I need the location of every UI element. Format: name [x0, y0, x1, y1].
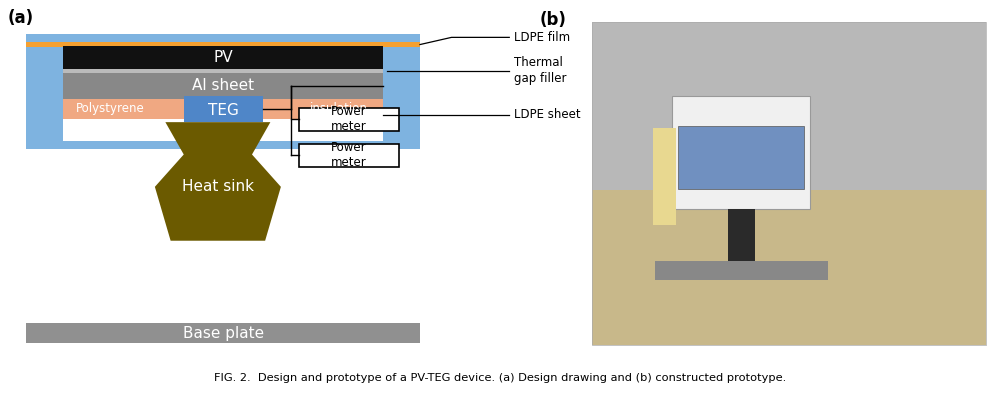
- FancyBboxPatch shape: [672, 96, 810, 209]
- Text: (b): (b): [539, 11, 566, 29]
- Text: FIG. 2.  Design and prototype of a PV-TEG device. (a) Design drawing and (b) con: FIG. 2. Design and prototype of a PV-TEG…: [214, 373, 786, 383]
- FancyBboxPatch shape: [678, 127, 804, 189]
- FancyBboxPatch shape: [63, 69, 383, 73]
- FancyBboxPatch shape: [592, 190, 986, 345]
- FancyBboxPatch shape: [728, 209, 755, 270]
- FancyBboxPatch shape: [653, 128, 676, 225]
- FancyBboxPatch shape: [184, 96, 262, 122]
- Text: Heat sink: Heat sink: [182, 179, 254, 194]
- Text: Thermal
gap filler: Thermal gap filler: [514, 56, 567, 85]
- FancyBboxPatch shape: [63, 42, 383, 141]
- FancyBboxPatch shape: [26, 141, 420, 149]
- FancyBboxPatch shape: [655, 261, 828, 280]
- FancyBboxPatch shape: [63, 46, 383, 69]
- FancyBboxPatch shape: [63, 73, 383, 99]
- Polygon shape: [155, 122, 281, 241]
- Text: TEG: TEG: [208, 103, 239, 118]
- Text: PV: PV: [213, 50, 233, 65]
- Text: Power
meter: Power meter: [331, 141, 367, 170]
- FancyBboxPatch shape: [383, 34, 420, 149]
- FancyBboxPatch shape: [26, 323, 420, 343]
- FancyBboxPatch shape: [26, 34, 63, 149]
- FancyBboxPatch shape: [299, 108, 399, 131]
- Text: Power
meter: Power meter: [331, 106, 367, 133]
- FancyBboxPatch shape: [63, 99, 383, 119]
- FancyBboxPatch shape: [26, 42, 420, 47]
- FancyBboxPatch shape: [299, 144, 399, 167]
- Text: Polystyrene: Polystyrene: [76, 102, 145, 115]
- FancyBboxPatch shape: [592, 21, 986, 199]
- Text: (a): (a): [8, 9, 34, 27]
- Text: insulation: insulation: [310, 102, 368, 115]
- Text: LDPE film: LDPE film: [514, 31, 571, 44]
- Text: Base plate: Base plate: [183, 326, 264, 341]
- FancyBboxPatch shape: [26, 34, 420, 42]
- Text: Al sheet: Al sheet: [192, 78, 254, 93]
- Text: LDPE sheet: LDPE sheet: [514, 108, 581, 121]
